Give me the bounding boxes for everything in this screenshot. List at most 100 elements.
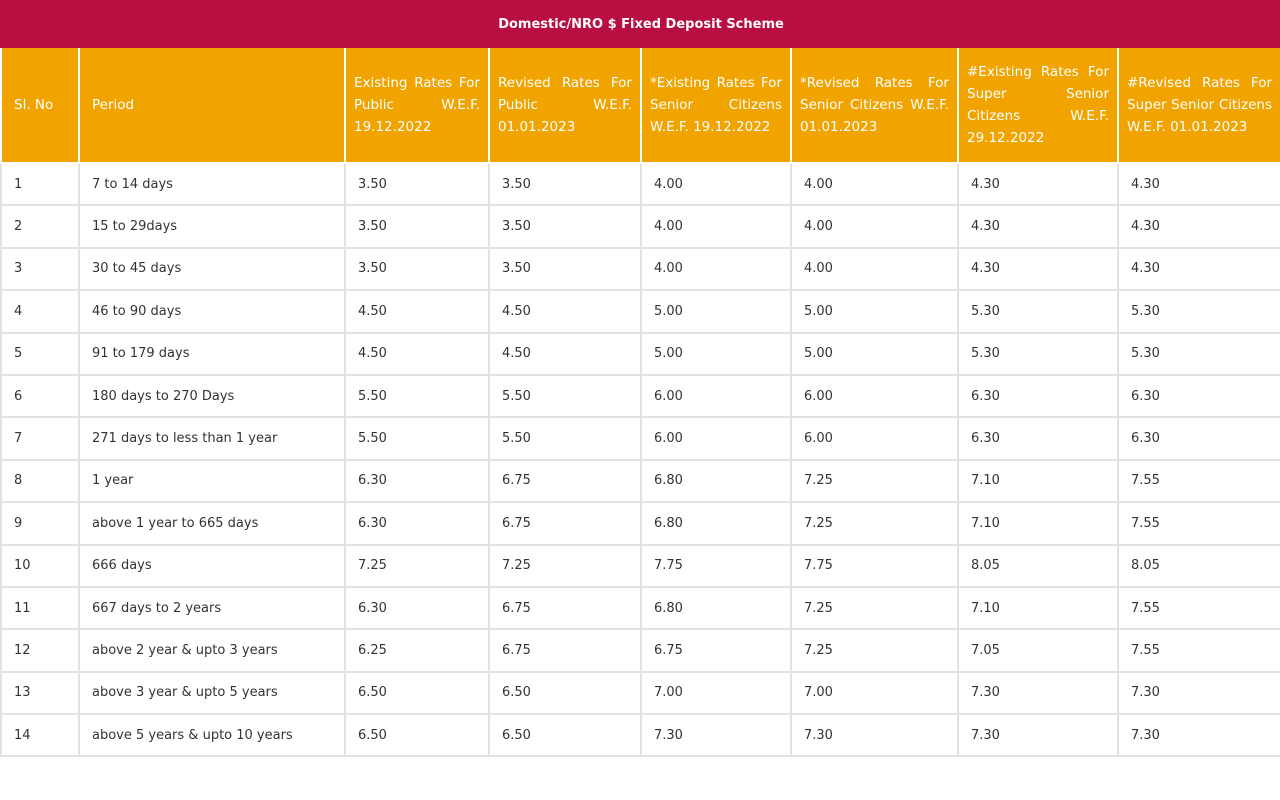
table-row: 4 46 to 90 days 4.50 4.50 5.00 5.00 5.30 5.30 [0, 289, 1280, 334]
table-cell: above 3 year & upto 5 years [78, 670, 346, 716]
table-cell: 7.10 [957, 458, 1119, 504]
header-cell: Revised Rates For Public W.E.F. 01.01.20… [488, 46, 642, 164]
table-cell: 7.75 [640, 543, 792, 588]
table-cell: 5 [0, 331, 80, 376]
table-cell: 7.30 [957, 670, 1119, 716]
table-cell: 7.55 [1116, 501, 1280, 546]
table-title: Domestic/NRO $ Fixed Deposit Scheme [0, 0, 1280, 48]
table-cell: 7.25 [790, 501, 959, 546]
table-cell: 6.30 [957, 416, 1119, 461]
table-cell: 6.80 [640, 501, 792, 546]
table-cell: 5.00 [790, 289, 959, 334]
table-cell: 13 [0, 670, 80, 716]
table-cell: 4.00 [640, 204, 792, 249]
header-cell: #Existing Rates For Super Senior Citizen… [957, 46, 1119, 164]
table-row: 13 above 3 year & upto 5 years 6.50 6.50 7.0… [0, 670, 1280, 716]
table-cell: 4.00 [790, 204, 959, 249]
table-cell: 4.30 [957, 161, 1119, 207]
table-cell: 10 [0, 543, 80, 588]
table-cell: 7.05 [957, 628, 1119, 673]
table-cell: 4.30 [1116, 161, 1280, 207]
table-cell: 7.30 [957, 713, 1119, 758]
table-cell: 7.25 [790, 628, 959, 673]
table-cell: 7.10 [957, 501, 1119, 546]
table-cell: 7.25 [790, 458, 959, 504]
table-cell: 11 [0, 585, 80, 631]
table-cell: 91 to 179 days [78, 331, 346, 376]
table-cell: 6.00 [790, 373, 959, 419]
rate-table: Domestic/NRO $ Fixed Deposit Scheme Sl. … [0, 0, 1280, 758]
table-cell: 7.25 [344, 543, 490, 588]
table-cell: 3.50 [488, 204, 642, 249]
table-head: Domestic/NRO $ Fixed Deposit Scheme Sl. … [0, 0, 1280, 164]
table-cell: 5.00 [790, 331, 959, 376]
table-cell: 6.25 [344, 628, 490, 673]
title-row: Domestic/NRO $ Fixed Deposit Scheme [0, 0, 1280, 48]
table-cell: 6.75 [488, 628, 642, 673]
table-cell: 8 [0, 458, 80, 504]
table-cell: 6.30 [957, 373, 1119, 419]
table-cell: 7 to 14 days [78, 161, 346, 207]
table-cell: 6.00 [790, 416, 959, 461]
table-row: 9 above 1 year to 665 days 6.30 6.75 6.80 7.2… [0, 501, 1280, 546]
table-row: 3 30 to 45 days 3.50 3.50 4.00 4.00 4.30 4.30 [0, 246, 1280, 292]
table-cell: 4.30 [1116, 246, 1280, 292]
table-cell: 4.00 [790, 246, 959, 292]
table-cell: 667 days to 2 years [78, 585, 346, 631]
table-cell: 6.30 [1116, 416, 1280, 461]
table-cell: 6.80 [640, 585, 792, 631]
table-cell: 7.25 [488, 543, 642, 588]
table-cell: 4.50 [344, 289, 490, 334]
table-cell: 1 [0, 161, 80, 207]
table-cell: 6.80 [640, 458, 792, 504]
table-cell: 6.30 [1116, 373, 1280, 419]
table-cell: 6.30 [344, 585, 490, 631]
table-cell: 8.05 [957, 543, 1119, 588]
table-cell: 4.00 [640, 161, 792, 207]
table-cell: 5.00 [640, 289, 792, 334]
table-cell: 3.50 [488, 161, 642, 207]
table-cell: 8.05 [1116, 543, 1280, 588]
table-cell: 6.75 [488, 501, 642, 546]
table-cell: 4 [0, 289, 80, 334]
table-cell: 12 [0, 628, 80, 673]
table-cell: 5.00 [640, 331, 792, 376]
table-cell: 3 [0, 246, 80, 292]
table-cell: 7.55 [1116, 628, 1280, 673]
table-cell: 5.50 [344, 373, 490, 419]
table-cell: 5.50 [488, 416, 642, 461]
table-cell: 7.30 [1116, 670, 1280, 716]
table-row: 12 above 2 year & upto 3 years 6.25 6.75 6.7… [0, 628, 1280, 673]
table-cell: 7.30 [640, 713, 792, 758]
header-row: Sl. No Period Existing Rates For Public W.… [0, 46, 1280, 164]
table-cell: 7.25 [790, 585, 959, 631]
table-cell: above 2 year & upto 3 years [78, 628, 346, 673]
header-cell: Sl. No [0, 46, 80, 164]
table-cell: 4.50 [488, 289, 642, 334]
table-cell: 6.50 [344, 713, 490, 758]
table-cell: 30 to 45 days [78, 246, 346, 292]
table-cell: 3.50 [344, 161, 490, 207]
table-cell: 5.30 [1116, 331, 1280, 376]
table-cell: 6.75 [488, 585, 642, 631]
table-cell: 14 [0, 713, 80, 758]
table-cell: 4.00 [790, 161, 959, 207]
table-cell: 6.75 [640, 628, 792, 673]
table-cell: 6.50 [488, 713, 642, 758]
table-cell: 5.50 [344, 416, 490, 461]
table-row: 7 271 days to less than 1 year 5.50 5.50 6.0… [0, 416, 1280, 461]
table-cell: 5.30 [957, 331, 1119, 376]
table-cell: 7.30 [1116, 713, 1280, 758]
table-cell: 6.00 [640, 416, 792, 461]
header-cell: *Existing Rates For Senior Citizens W.E.… [640, 46, 792, 164]
table-cell: 46 to 90 days [78, 289, 346, 334]
table-cell: 9 [0, 501, 80, 546]
table-cell: 5.30 [957, 289, 1119, 334]
table-row: 2 15 to 29days 3.50 3.50 4.00 4.00 4.30 4.30 [0, 204, 1280, 249]
header-cell: Existing Rates For Public W.E.F. 19.12.2… [344, 46, 490, 164]
table-cell: above 1 year to 665 days [78, 501, 346, 546]
table-cell: 6.30 [344, 458, 490, 504]
